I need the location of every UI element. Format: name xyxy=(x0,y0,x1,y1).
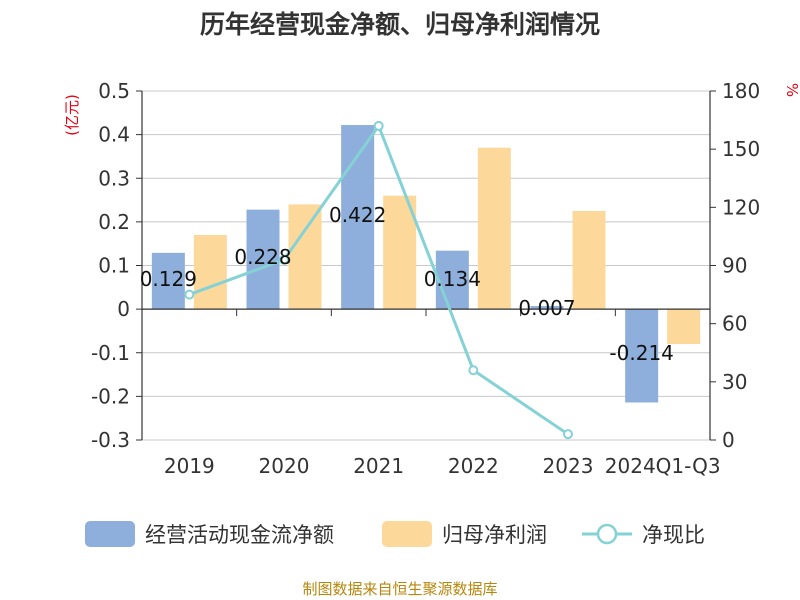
ratio-line xyxy=(188,122,569,436)
left-tick-label: 0.5 xyxy=(98,79,130,103)
ratio-point xyxy=(184,289,195,300)
bar-netprofit xyxy=(572,210,606,310)
bar-netprofit xyxy=(383,195,417,310)
left-tick-label: 0.1 xyxy=(98,254,130,278)
legend-swatch xyxy=(85,521,135,547)
left-tick-label: -0.2 xyxy=(91,384,130,408)
data-labels: 0.129 0.228 0.422 0.134 0.007 -0.214 xyxy=(140,203,674,365)
ratio-point xyxy=(563,429,573,440)
right-tick-label: 90 xyxy=(722,254,747,278)
ratio-line-series xyxy=(184,120,573,440)
right-tick-label: 120 xyxy=(722,195,760,219)
x-tick-label: 2021 xyxy=(353,454,404,478)
left-axis-unit: (亿元) xyxy=(63,94,81,136)
ratio-point xyxy=(373,120,384,131)
left-tick-label: -0.3 xyxy=(91,428,130,452)
data-label: 0.007 xyxy=(518,296,575,320)
legend-label: 归母净利润 xyxy=(442,523,547,547)
left-tick-label: -0.1 xyxy=(91,341,130,365)
right-tick-label: 60 xyxy=(722,312,747,336)
ratio-point xyxy=(468,365,479,376)
legend-marker xyxy=(596,523,618,545)
bar-cashflow xyxy=(625,309,659,403)
x-tick-label: 2022 xyxy=(448,454,499,478)
gridlines xyxy=(142,90,710,441)
axes: 0.5 0.4 0.3 0.2 0.1 0 -0.1 -0.2 -0.3 180 150 120 90 6… xyxy=(91,79,760,478)
legend-swatch xyxy=(382,521,432,547)
right-tick-label: 0 xyxy=(722,428,735,452)
left-tick-label: 0 xyxy=(117,297,130,321)
bar-netprofit xyxy=(477,147,511,310)
ratio-point xyxy=(279,254,289,265)
bar-cashflow xyxy=(151,252,185,310)
legend-label: 经营活动现金流净额 xyxy=(145,523,334,547)
right-tick-label: 30 xyxy=(722,370,747,394)
x-tick-label: 2023 xyxy=(543,454,594,478)
right-tick-label: 180 xyxy=(722,79,760,103)
bar-cashflow xyxy=(435,250,469,310)
chart-title: 历年经营现金净额、归母净利润情况 xyxy=(200,10,600,39)
x-tick-label: 2024Q1-Q3 xyxy=(605,454,721,478)
left-tick-label: 0.2 xyxy=(98,210,130,234)
right-tick-label: 150 xyxy=(722,137,760,161)
right-axis-unit: % xyxy=(783,83,800,97)
legend: 经营活动现金流净额 归母净利润 净现比 xyxy=(85,521,705,547)
data-label: 0.134 xyxy=(424,267,481,291)
x-tick-label: 2019 xyxy=(164,454,215,478)
legend-label: 净现比 xyxy=(642,523,705,547)
data-label: -0.214 xyxy=(609,341,673,365)
data-label: 0.129 xyxy=(140,267,197,291)
x-tick-label: 2020 xyxy=(259,454,310,478)
bar-netprofit xyxy=(193,234,227,310)
bar-netprofit xyxy=(288,204,322,310)
bars xyxy=(151,125,701,403)
bar-cashflow xyxy=(246,209,280,310)
bar-netprofit xyxy=(667,309,701,345)
left-tick-label: 0.4 xyxy=(98,123,130,147)
left-tick-label: 0.3 xyxy=(98,166,130,190)
data-label: 0.228 xyxy=(234,245,291,269)
source-note: 制图数据来自恒生聚源数据库 xyxy=(302,580,497,598)
bar-cashflow xyxy=(530,306,564,310)
data-label: 0.422 xyxy=(329,203,386,227)
